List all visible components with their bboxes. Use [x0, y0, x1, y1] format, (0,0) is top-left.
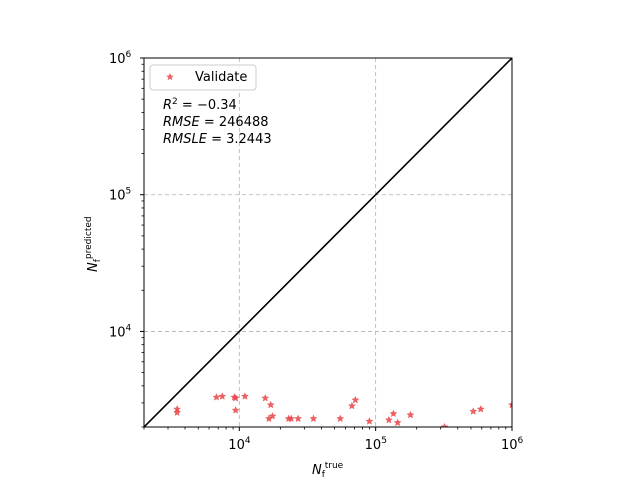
- data-point: [212, 393, 221, 401]
- legend-star-marker: [166, 73, 174, 81]
- data-point: [287, 414, 296, 423]
- y-axis-label: Nfpredicted: [84, 216, 103, 272]
- y-tick-label: 106: [109, 50, 132, 67]
- data-point: [440, 422, 449, 427]
- data-point: [389, 409, 398, 418]
- data-point: [365, 417, 374, 425]
- data-point: [406, 410, 415, 419]
- x-tick-label: 106: [501, 436, 524, 453]
- data-point: [476, 405, 485, 413]
- legend-label: Validate: [195, 70, 247, 85]
- data-point: [469, 407, 478, 415]
- data-point: [309, 414, 318, 423]
- stats-annotation: R2 = −0.34 RMSE = 246488 RMSLE = 3.2443: [163, 97, 272, 147]
- data-point: [348, 401, 356, 410]
- data-point: [393, 418, 402, 427]
- axis-ticks: 104 105 106 104 105 106: [109, 50, 524, 453]
- data-point: [384, 415, 393, 424]
- legend-box: [149, 64, 257, 91]
- data-point: [294, 414, 303, 423]
- y-tick-label: 105: [109, 187, 131, 204]
- data-point: [173, 408, 182, 416]
- data-point: [261, 394, 270, 402]
- y-tick-label: 104: [109, 323, 132, 340]
- data-point: [231, 394, 240, 402]
- data-point: [266, 400, 275, 409]
- data-point: [336, 414, 345, 423]
- reference-line-group: [144, 58, 512, 427]
- r2-text: R2 = −0.34: [163, 97, 237, 113]
- axes-frame: [143, 57, 513, 428]
- data-point: [268, 412, 277, 420]
- x-axis-label: Nftrue: [312, 461, 344, 480]
- data-point: [231, 406, 240, 414]
- legend: Validate: [149, 64, 257, 91]
- identity-line: [144, 58, 512, 427]
- data-points: [173, 392, 512, 427]
- data-point: [508, 400, 512, 409]
- rmsle-text: RMSLE = 3.2443: [163, 132, 272, 147]
- rmse-text: RMSE = 246488: [163, 115, 269, 130]
- data-point: [351, 395, 360, 404]
- data-point: [218, 392, 227, 400]
- x-tick-label: 104: [228, 436, 251, 453]
- data-point: [241, 392, 249, 400]
- x-tick-label: 105: [365, 436, 387, 453]
- plot-frame: [143, 57, 513, 428]
